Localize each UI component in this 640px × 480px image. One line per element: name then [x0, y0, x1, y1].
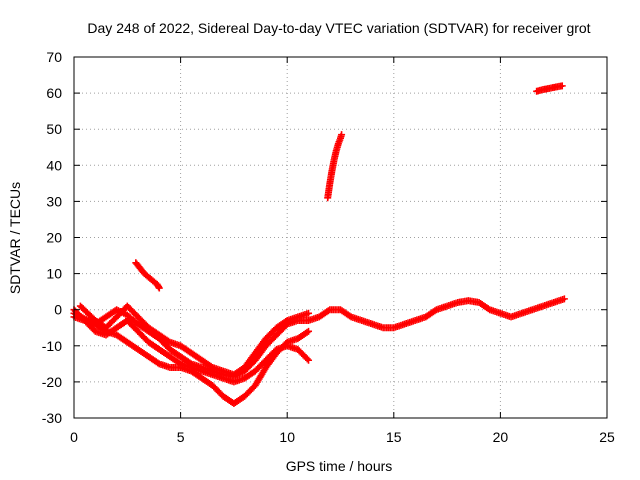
y-tick-label: 0 — [54, 302, 62, 318]
x-tick-label: 0 — [70, 429, 78, 445]
data-point — [324, 307, 332, 315]
series-track-f — [324, 131, 346, 202]
x-tick-label: 15 — [386, 429, 402, 445]
y-tick-label: -20 — [42, 374, 62, 390]
series-track-g — [533, 82, 566, 95]
data-point — [560, 295, 568, 303]
series-track-c — [70, 306, 313, 386]
x-tick-label: 10 — [279, 429, 295, 445]
data-point — [305, 309, 313, 317]
y-tick-label: -30 — [42, 410, 62, 426]
x-tick-label: 5 — [177, 429, 185, 445]
x-tick-label: 20 — [493, 429, 509, 445]
y-tick-label: 30 — [46, 193, 62, 209]
y-tick-label: 20 — [46, 230, 62, 246]
series-track-e — [132, 259, 163, 292]
x-axis-label: GPS time / hours — [286, 458, 393, 474]
x-tick-label: 25 — [599, 429, 615, 445]
data-point — [303, 355, 311, 363]
y-tick-label: 70 — [46, 49, 62, 65]
y-tick-label: -10 — [42, 338, 62, 354]
y-tick-label: 40 — [46, 157, 62, 173]
y-tick-label: 60 — [46, 85, 62, 101]
data-point — [558, 82, 566, 90]
series-track-d — [76, 302, 313, 379]
y-tick-label: 10 — [46, 266, 62, 282]
data-point — [303, 328, 311, 336]
data-point — [305, 327, 313, 335]
chart-title: Day 248 of 2022, Sidereal Day-to-day VTE… — [87, 20, 590, 36]
data-point — [305, 356, 313, 364]
data-point — [155, 284, 163, 292]
grid — [74, 57, 607, 418]
y-axis-label: SDTVAR / TECUs — [7, 182, 23, 294]
axis-ticks: 0 5 10 15 20 25 -30 -20 -10 0 10 20 30 40 50 60 70 — [42, 49, 615, 445]
data-points — [70, 82, 568, 408]
data-point — [338, 131, 346, 139]
y-tick-label: 50 — [46, 121, 62, 137]
series-track-b — [70, 313, 313, 408]
